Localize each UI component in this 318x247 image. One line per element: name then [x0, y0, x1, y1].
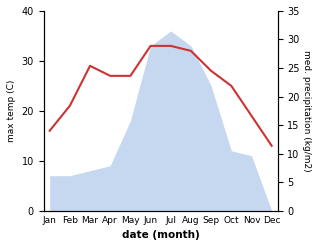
Y-axis label: med. precipitation (kg/m2): med. precipitation (kg/m2) [302, 50, 311, 172]
X-axis label: date (month): date (month) [122, 230, 199, 240]
Y-axis label: max temp (C): max temp (C) [7, 80, 16, 142]
